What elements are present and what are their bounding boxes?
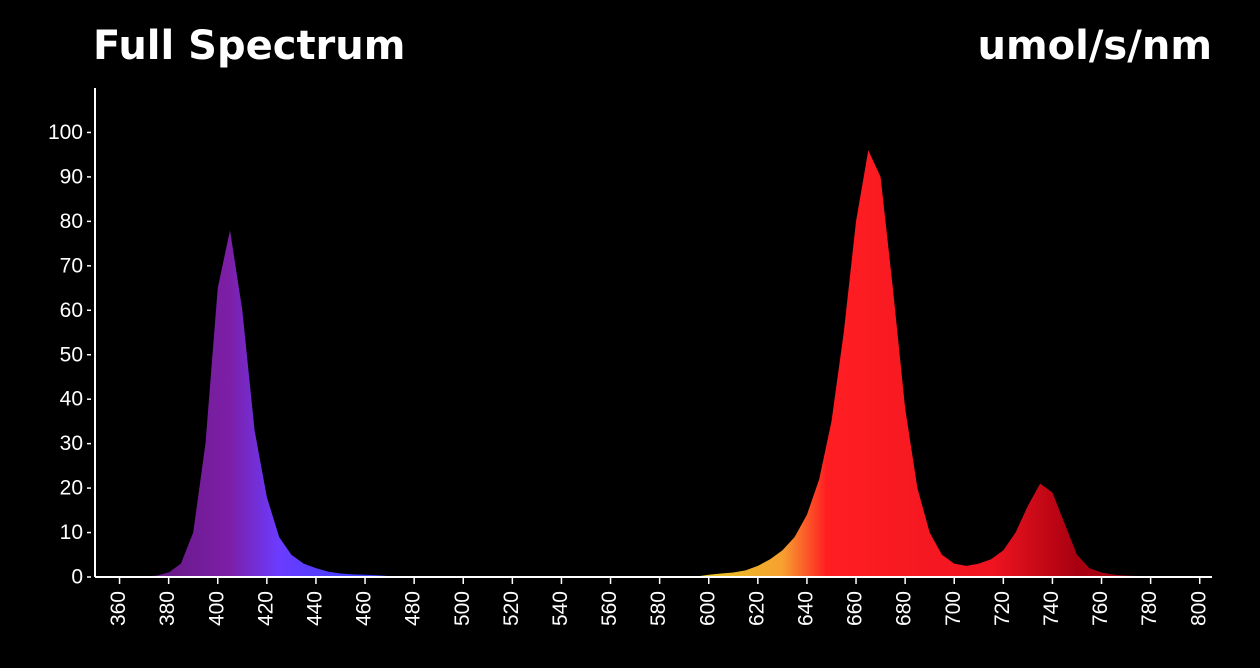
x-tick-label: 760 bbox=[1089, 591, 1112, 626]
x-tick-label: 520 bbox=[500, 591, 523, 626]
y-tick-label: 60 bbox=[60, 299, 83, 322]
x-tick-label: 720 bbox=[991, 591, 1014, 626]
x-tick-label: 680 bbox=[893, 591, 916, 626]
x-tick-label: 560 bbox=[598, 591, 621, 626]
x-tick-label: 540 bbox=[549, 591, 572, 626]
y-tick-label: 10 bbox=[60, 521, 83, 544]
x-tick-label: 480 bbox=[402, 591, 425, 626]
y-tick-label: 70 bbox=[60, 254, 83, 277]
x-tick-label: 500 bbox=[451, 591, 474, 626]
x-tick-label: 360 bbox=[107, 591, 130, 626]
x-tick-label: 580 bbox=[647, 591, 670, 626]
x-tick-label: 700 bbox=[942, 591, 965, 626]
x-tick-label: 420 bbox=[254, 591, 277, 626]
x-tick-label: 380 bbox=[156, 591, 179, 626]
x-tick-label: 600 bbox=[696, 591, 719, 626]
x-tick-label: 620 bbox=[745, 591, 768, 626]
y-tick-label: 0 bbox=[71, 566, 83, 589]
x-tick-label: 660 bbox=[844, 591, 867, 626]
chart-title: Full Spectrum bbox=[93, 23, 405, 69]
y-tick-label: 30 bbox=[60, 432, 83, 455]
x-tick-label: 800 bbox=[1187, 591, 1210, 626]
x-tick-label: 640 bbox=[794, 591, 817, 626]
x-tick-label: 400 bbox=[205, 591, 228, 626]
x-tick-label: 460 bbox=[353, 591, 376, 626]
y-tick-label: 100 bbox=[48, 121, 83, 144]
x-tick-label: 440 bbox=[303, 591, 326, 626]
y-tick-label: 50 bbox=[60, 343, 83, 366]
y-tick-label: 80 bbox=[60, 210, 83, 233]
unit-label: umol/s/nm bbox=[977, 23, 1212, 69]
y-tick-label: 40 bbox=[60, 388, 83, 411]
y-tick-label: 20 bbox=[60, 477, 83, 500]
x-tick-label: 780 bbox=[1138, 591, 1161, 626]
x-tick-label: 740 bbox=[1040, 591, 1063, 626]
spectrum-area bbox=[95, 150, 1200, 577]
y-tick-label: 90 bbox=[60, 165, 83, 188]
